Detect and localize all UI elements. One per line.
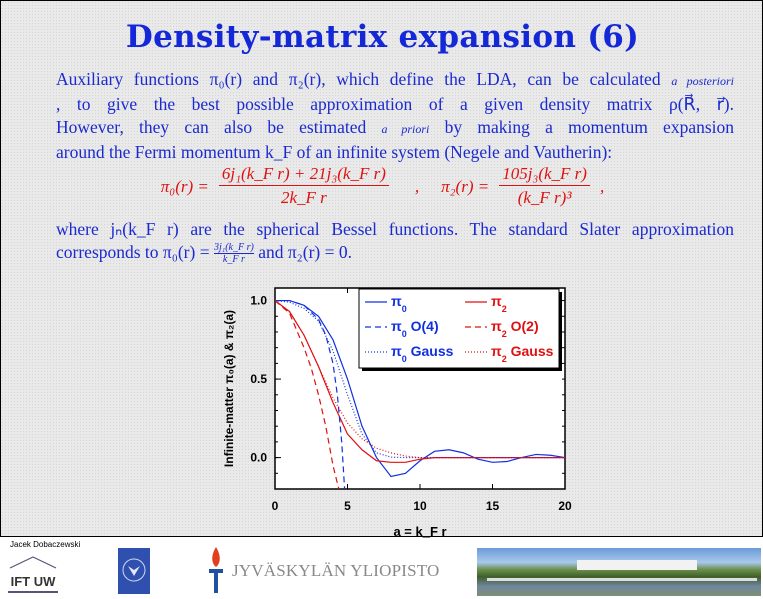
pi2-lhs: π₂(r) = [441,176,490,196]
x-tick-label: 15 [486,499,500,513]
formula: π₀(r) = 6j₁(k_F r) + 21j₃(k_F r) 2k_F r ,… [1,163,763,210]
denominator: (k_F r)³ [517,188,572,207]
text-line: , to give the best possible approximatio… [56,94,734,114]
text-line: where jₙ(k_F r) are the spherical Bessel… [56,219,734,239]
y-tick-label: 1.0 [250,294,267,308]
legend-label: π2 Gauss [491,343,554,364]
y-tick-label: 0.0 [250,451,267,465]
x-tick-label: 0 [272,499,279,513]
bridge-shape [487,578,757,581]
eagle-emblem-icon [122,558,146,582]
pi0-fraction: 6j₁(k_F r) + 21j₃(k_F r) 2k_F r [218,163,389,210]
numerator: 6j₁(k_F r) + 21j₃(k_F r) [218,163,389,186]
text-line: by making a momentum expansion [444,117,735,137]
numerator: 105j₃(k_F r) [499,163,590,186]
pi0-lhs: π₀(r) = [160,176,209,196]
density-chart: 0 5 10 15 20 0.0 0.5 1.0 a = k_F r Infinite-matte… [222,287,572,539]
slide: Density-matrix expansion (6) Auxiliary f… [0,0,763,539]
author-name: Jacek Dobaczewski [10,540,81,549]
legend-label: π2 [491,293,507,314]
text-line: Auxiliary functions π₀(r) and π₂(r), whi… [56,69,661,89]
torch-icon [209,547,223,593]
intro-paragraph: Auxiliary functions π₀(r) and π₂(r), whi… [56,68,734,164]
bessel-paragraph: where jₙ(k_F r) are the spherical Bessel… [56,218,734,265]
pi2-fraction: 105j₃(k_F r) (k_F r)³ [499,163,590,210]
footer: Jacek Dobaczewski IFT UW JYVÄSKYLÄN YLIO… [0,537,763,597]
campus-photo [477,548,761,596]
building-roof-icon [9,556,57,569]
denominator: k_F r [222,254,245,266]
legend-label: π0 O(4) [391,318,439,339]
ift-uw-text: IFT UW [10,574,56,589]
series-line--2-O-2- [275,300,340,489]
series-line--0-Gauss [275,299,565,459]
a-posteriori-text: a posteriori [671,74,734,88]
x-tick-label: 20 [558,499,572,513]
x-tick-label: 5 [344,499,351,513]
separator: , [414,176,420,196]
ift-uw-logo: IFT UW [8,555,58,593]
denominator: 2k_F r [280,188,327,207]
slater-fraction: 3j₁(k_F r) k_F r [213,242,254,266]
warsaw-university-logo [118,548,150,594]
y-tick-label: 0.5 [250,372,267,386]
text-line: around the Fermi momentum k_F of an infi… [56,142,613,162]
legend-label: π2 O(2) [491,318,539,339]
series-line--0 [275,299,565,478]
legend [358,288,560,369]
numerator: 3j₁(k_F r) [213,242,254,255]
x-axis-label: a = k_F r [393,524,446,539]
x-tick-label: 10 [413,499,427,513]
slide-title: Density-matrix expansion (6) [125,19,640,55]
legend-label: π0 Gauss [391,343,454,364]
building-shape [577,560,697,570]
y-axis-label: Infinite-matter π₀(a) & π₂(a) [222,310,236,467]
text-line: and π₂(r) = 0. [258,242,353,262]
separator: , [599,176,605,196]
text-line: However, they can also be estimated [56,117,367,137]
jyvaskyla-university-name: JYVÄSKYLÄN YLIOPISTO [232,561,440,580]
legend-label: π0 [391,293,407,314]
text-line: corresponds to π₀(r) = [56,242,210,262]
a-priori-text: a priori [381,122,430,136]
